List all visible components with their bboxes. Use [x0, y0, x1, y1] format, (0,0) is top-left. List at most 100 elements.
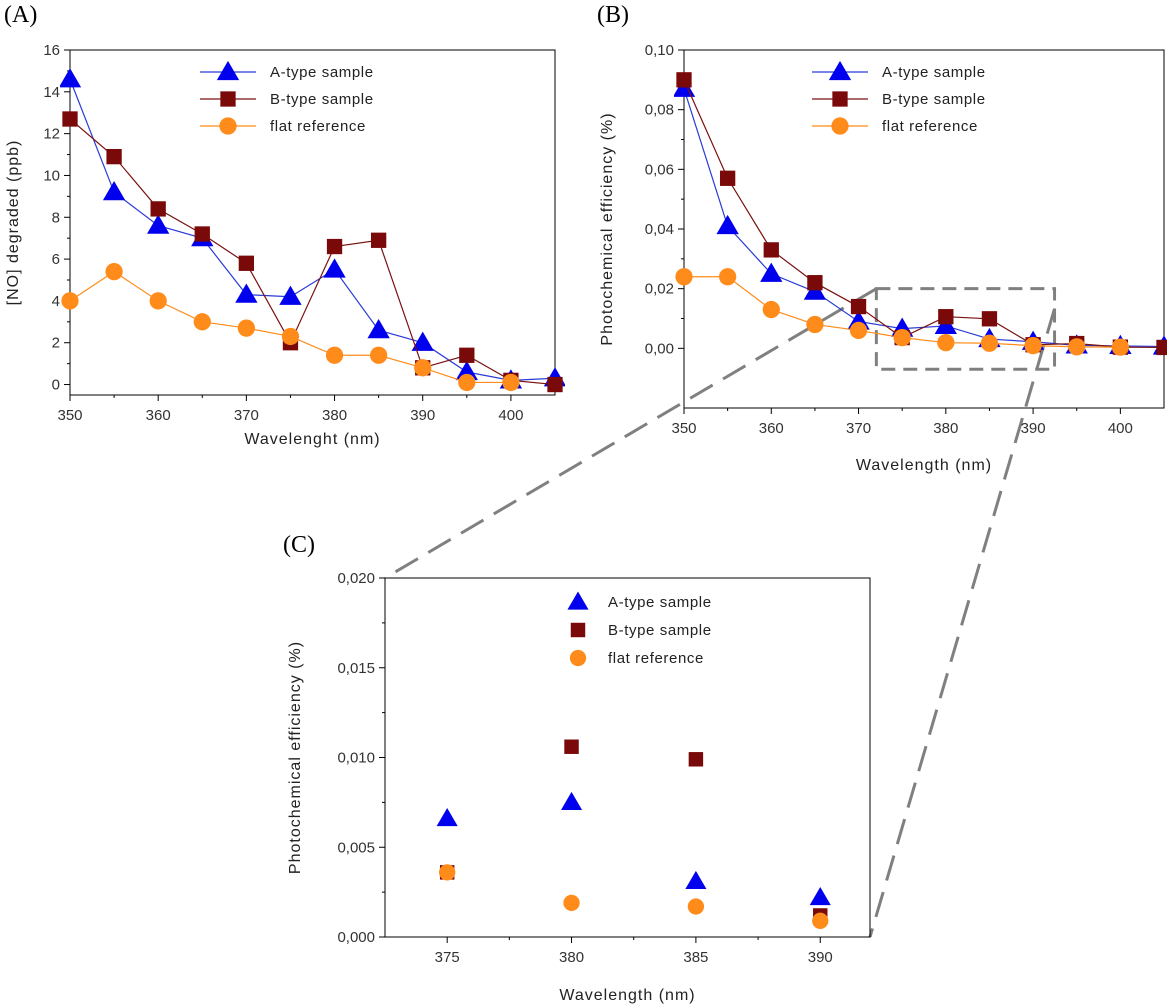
data-point-square	[370, 232, 387, 248]
data-point-circle	[502, 373, 520, 392]
data-point-circle	[893, 328, 911, 347]
plot-frame	[69, 49, 556, 396]
zoom-connector-right	[868, 308, 1056, 938]
panel-b-chart: (B) 350 360 370 380 390 400 0,00 0,02 0,04 0,06 0,0…	[597, 2, 1167, 474]
data-point-circle	[61, 292, 79, 310]
legend-marker	[570, 622, 586, 638]
data-point-circle	[563, 894, 580, 912]
data-point-circle	[439, 864, 456, 881]
y-tick-label: 6	[52, 251, 60, 268]
y-tick-label: 0,000	[337, 929, 375, 946]
legend-label: flat reference	[270, 118, 366, 135]
data-point-circle	[1111, 338, 1130, 356]
legend-label: flat reference	[608, 650, 704, 667]
y-tick-label: 0	[52, 377, 60, 394]
panel-label: (A)	[4, 2, 37, 28]
data-point-square	[938, 309, 954, 325]
legend-label: A-type sample	[608, 594, 712, 611]
plot-area	[674, 72, 1167, 356]
data-point-triangle	[411, 331, 434, 351]
y-tick-label: 8	[52, 209, 60, 226]
data-point-circle	[1024, 337, 1042, 355]
data-point-triangle	[235, 283, 258, 303]
y-axis-title: Photochemical efficiency (%)	[599, 112, 616, 345]
x-tick-label: 380	[933, 420, 958, 437]
x-tick-label: 400	[1108, 420, 1133, 437]
legend-marker	[219, 117, 237, 135]
plot-area	[436, 739, 831, 930]
panel-label: (C)	[283, 532, 315, 558]
y-tick-label: 14	[43, 84, 60, 101]
data-point-square	[763, 242, 779, 258]
data-point-circle	[193, 313, 211, 331]
y-tick-label: 10	[43, 167, 60, 184]
data-point-circle	[414, 359, 432, 377]
y-tick-label: 4	[52, 293, 60, 310]
data-point-circle	[675, 268, 693, 286]
x-tick-label: 350	[57, 407, 82, 424]
legend-label: B-type sample	[270, 91, 374, 108]
zoom-connector-layer	[384, 287, 1057, 938]
data-point-circle	[281, 327, 300, 346]
data-point-square	[688, 752, 704, 767]
x-tick-label: 360	[759, 420, 784, 437]
data-point-square	[1156, 339, 1167, 356]
legend-label: flat reference	[882, 118, 978, 135]
series-line-square	[69, 118, 556, 386]
data-point-square	[459, 347, 475, 363]
legend-marker	[832, 91, 848, 107]
series-line-triangle	[69, 79, 556, 381]
data-point-triangle	[809, 886, 831, 906]
data-point-circle	[369, 346, 388, 364]
y-tick-label: 0,005	[337, 839, 375, 856]
y-tick-label: 0,02	[645, 281, 674, 298]
x-tick-label: 390	[1021, 420, 1046, 437]
data-point-triangle	[934, 314, 957, 335]
data-point-square	[62, 111, 78, 127]
data-point-circle	[806, 315, 824, 334]
data-point-square	[106, 148, 122, 165]
x-tick-label: 390	[410, 407, 435, 424]
x-tick-label: 375	[435, 949, 460, 966]
data-point-triangle	[716, 214, 739, 235]
x-axis-title: Wavelength (nm)	[559, 987, 695, 1004]
data-point-triangle	[60, 68, 82, 88]
data-point-square	[676, 72, 692, 88]
y-tick-label: 2	[52, 335, 60, 352]
data-point-circle	[687, 898, 705, 915]
data-point-triangle	[323, 258, 346, 278]
data-point-square	[194, 226, 210, 242]
data-point-circle	[849, 321, 868, 340]
y-tick-label: 0,06	[645, 161, 674, 178]
data-point-square	[564, 739, 579, 754]
data-point-triangle	[455, 360, 478, 381]
data-point-circle	[237, 319, 256, 337]
y-axis-title: [NO] degraded (ppb)	[5, 140, 22, 306]
y-tick-label: 0,020	[337, 570, 375, 587]
data-point-triangle	[102, 181, 126, 201]
data-point-circle	[980, 334, 999, 352]
x-tick-label: 390	[808, 949, 833, 966]
legend-marker	[828, 60, 852, 81]
legend-label: A-type sample	[270, 64, 374, 81]
y-tick-label: 0,010	[337, 750, 375, 767]
data-point-circle	[458, 373, 476, 392]
data-point-circle	[812, 912, 829, 930]
data-point-triangle	[436, 807, 458, 827]
panel-a-chart: (A) 350 360 370 380 390 400 0 2 4 6 8 10 12 14 16 Wavele…	[4, 2, 565, 448]
y-tick-label: 0,08	[645, 102, 674, 119]
y-tick-label: 0,015	[337, 660, 375, 677]
data-point-triangle	[685, 870, 707, 890]
y-tick-label: 0,00	[645, 340, 674, 357]
zoom-connector-left	[384, 287, 878, 580]
data-point-square	[150, 201, 166, 217]
data-point-square	[238, 255, 255, 271]
data-point-square	[326, 238, 343, 255]
data-point-circle	[937, 334, 955, 352]
data-point-square	[981, 311, 998, 327]
legend-marker	[220, 91, 236, 107]
data-point-square	[807, 275, 823, 291]
legend-marker	[831, 117, 849, 135]
data-point-triangle	[279, 285, 302, 305]
